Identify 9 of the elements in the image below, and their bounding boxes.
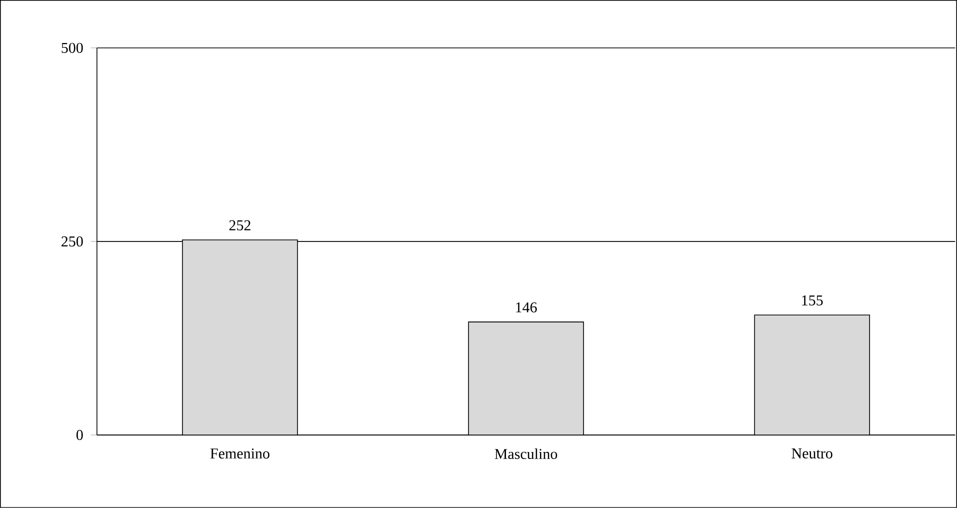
y-tick-label: 500 <box>62 42 83 53</box>
x-tick-label: Masculino <box>494 448 558 460</box>
y-tick-label: 250 <box>62 236 83 247</box>
data-label: 252 <box>229 220 250 230</box>
x-tick-label: Femenino <box>210 448 270 459</box>
data-label: 146 <box>516 302 537 312</box>
x-tick-label: Neutro <box>792 448 832 459</box>
y-tick-label: 0 <box>76 430 83 440</box>
data-label: 155 <box>802 295 823 306</box>
